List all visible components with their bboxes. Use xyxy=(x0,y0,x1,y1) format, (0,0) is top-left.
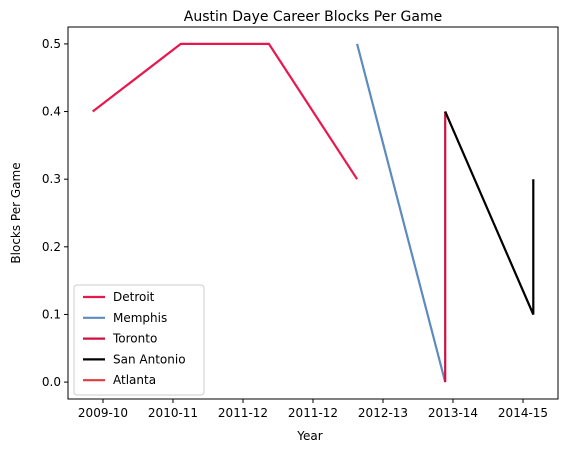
x-axis-ticks: 2009-10 2010-11 2011-12 2011-12 2012-13 2013-… xyxy=(78,399,548,420)
x-tick-label: 2014-15 xyxy=(498,406,548,420)
chart-title: Austin Daye Career Blocks Per Game xyxy=(184,9,442,25)
y-tick-label: 0.5 xyxy=(42,37,61,51)
legend-label: Atlanta xyxy=(113,373,156,387)
x-tick-label: 2009-10 xyxy=(78,406,128,420)
x-tick-label: 2010-11 xyxy=(148,406,198,420)
legend-label: Memphis xyxy=(113,311,167,325)
legend-label: Detroit xyxy=(113,290,155,304)
x-tick-label: 2011-12 xyxy=(288,406,338,420)
y-tick-label: 0.0 xyxy=(42,375,61,389)
y-tick-label: 0.3 xyxy=(42,172,61,186)
series-line-memphis xyxy=(356,43,447,383)
y-axis-label: Blocks Per Game xyxy=(9,162,23,263)
y-tick-label: 0.4 xyxy=(42,105,61,119)
x-tick-label: 2012-13 xyxy=(358,406,408,420)
y-tick-label: 0.2 xyxy=(42,240,61,254)
y-axis-ticks: 0.0 0.1 0.2 0.3 0.4 0.5 xyxy=(42,37,68,389)
x-tick-label: 2013-14 xyxy=(428,406,478,420)
y-tick-label: 0.1 xyxy=(42,307,61,321)
series-line-detroit xyxy=(92,42,359,180)
legend-label: San Antonio xyxy=(113,352,186,366)
legend: Detroit Memphis Toronto San Antonio Atlanta xyxy=(73,284,205,396)
series-lines xyxy=(92,42,535,383)
legend-label: Toronto xyxy=(112,332,157,346)
legend-box xyxy=(73,284,205,396)
series-line-san-antonio xyxy=(444,111,535,315)
x-tick-label: 2011-12 xyxy=(218,406,268,420)
x-axis-label: Year xyxy=(296,429,322,443)
